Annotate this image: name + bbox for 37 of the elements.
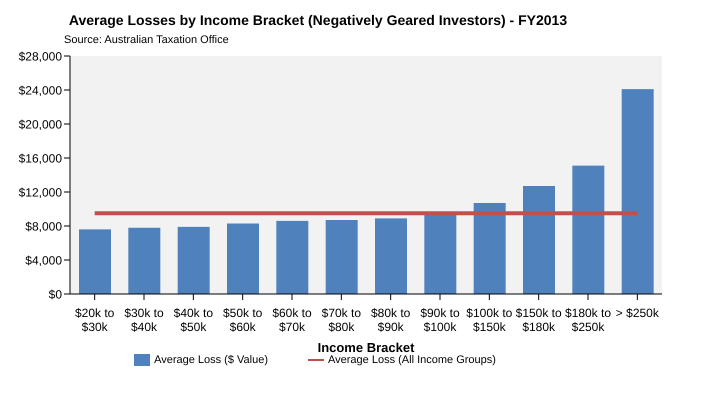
x-tick-label: $100k to $150k [466, 306, 513, 334]
bar [572, 166, 604, 294]
bar [178, 226, 210, 294]
y-tick-label: $4,000 [25, 253, 62, 268]
y-tick-label: $24,000 [18, 83, 62, 98]
x-tick-label: $70k to $80k [322, 306, 362, 334]
x-tick-label: $180k to $250k [564, 306, 612, 334]
x-tick-label: $50k to $60k [222, 306, 263, 334]
x-tick-label: $30k to $40k [124, 306, 164, 334]
x-tick-label: $90k to $100k [420, 306, 460, 334]
y-tick-label: $8,000 [25, 219, 62, 234]
bar [474, 203, 506, 294]
source-note: Source: Australian Taxation Office [64, 34, 229, 46]
bar [375, 218, 407, 294]
legend-label: Average Loss ($ Value) [154, 354, 268, 366]
bar [326, 220, 358, 294]
x-axis-title: Income Bracket [318, 340, 416, 355]
x-tick-label: $80k to $90k [370, 306, 411, 334]
legend-label: Average Loss (All Income Groups) [328, 354, 496, 366]
y-tick-label: $12,000 [18, 185, 62, 200]
y-tick-label: $0 [48, 287, 62, 302]
bar [276, 220, 308, 294]
x-tick-label: > $250k [616, 306, 660, 320]
bar [424, 214, 456, 294]
x-tick-label: $40k to $50k [174, 306, 214, 334]
bar [523, 186, 555, 294]
bar [79, 229, 111, 294]
bar [128, 228, 160, 294]
chart-title: Average Losses by Income Bracket (Negatively Geared Investors) - FY2013 [68, 12, 568, 28]
y-tick-label: $20,000 [18, 117, 62, 132]
x-tick-label: $60k to $70k [272, 306, 312, 334]
y-tick-label: $28,000 [18, 49, 62, 64]
y-tick-label: $16,000 [18, 151, 62, 166]
bar [227, 223, 259, 294]
x-tick-label: $150k to $180k [516, 306, 562, 334]
x-tick-label: $20k to $30k [74, 306, 115, 334]
bar [622, 89, 654, 294]
